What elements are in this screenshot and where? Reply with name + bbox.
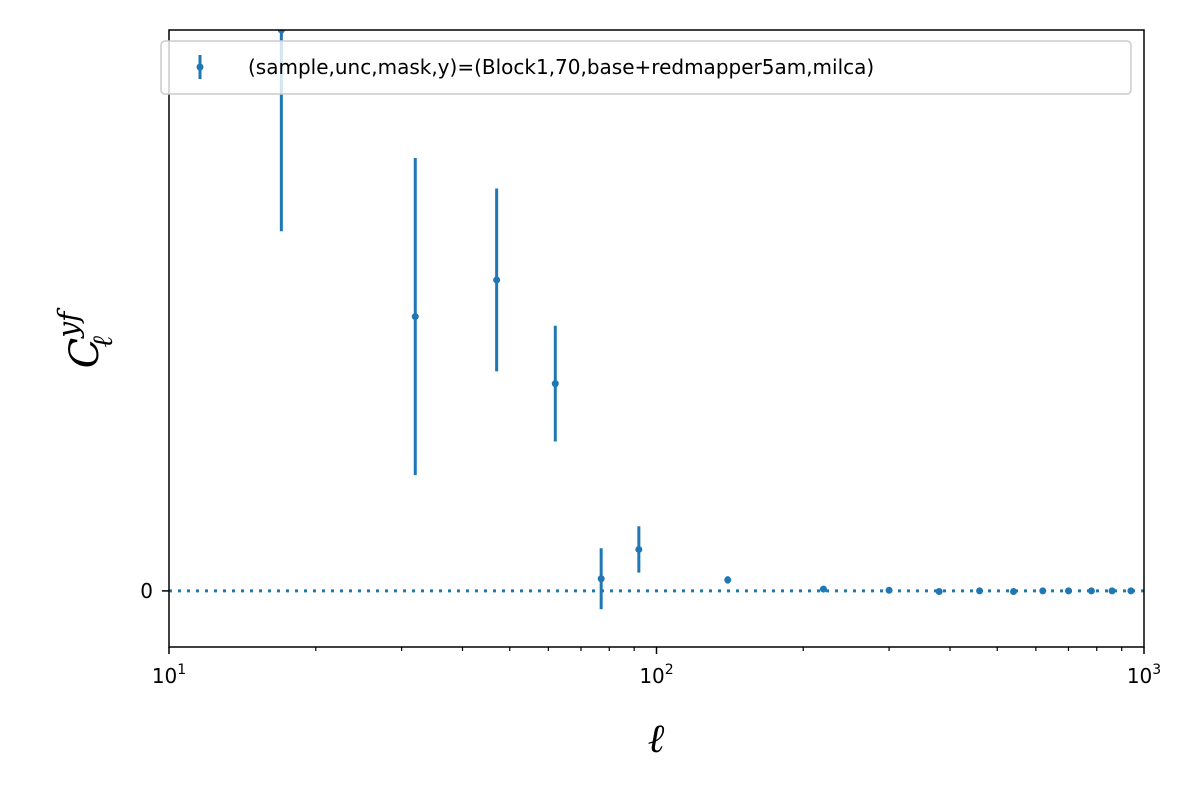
data-point-0-2	[493, 276, 501, 284]
axes-frame	[168, 29, 1145, 648]
x-axis-ticks: 101 102 103	[152, 647, 1161, 688]
y-axis-title-base: C	[62, 338, 108, 369]
data-point-0-3	[551, 380, 559, 388]
x-axis-title: ℓ	[648, 716, 665, 762]
data-point-0-4	[597, 575, 605, 583]
data-point-0-7	[819, 585, 827, 593]
data-point-0-1	[411, 313, 419, 321]
y-axis-ticks: 0	[140, 579, 169, 603]
legend: (sample,unc,mask,y)=(Block1,70,base+redm…	[160, 40, 1132, 95]
svg-text:Cyfℓ: Cyfℓ	[52, 307, 119, 368]
x-tick-label-2: 103	[1127, 662, 1161, 688]
data-point-0-14	[1087, 587, 1095, 595]
y-tick-label-0: 0	[140, 579, 153, 603]
data-point-0-10	[976, 587, 984, 595]
data-point-0-9	[935, 588, 943, 596]
legend-series-label: (sample,unc,mask,y)=(Block1,70,base+redm…	[248, 55, 874, 79]
data-point-0-16	[1127, 587, 1135, 595]
data-point-0-0	[277, 30, 285, 34]
series-layer	[277, 30, 1135, 610]
data-point-0-12	[1039, 587, 1047, 595]
x-tick-label-1: 102	[639, 662, 673, 688]
data-point-0-13	[1064, 587, 1072, 595]
data-point-0-15	[1108, 587, 1116, 595]
data-point-0-11	[1010, 588, 1018, 596]
y-axis-title-subscript: ℓ	[86, 336, 119, 348]
data-point-0-6	[724, 576, 732, 584]
plot-area	[169, 30, 1144, 610]
data-point-0-5	[635, 545, 643, 553]
y-axis-title: Cyfℓ	[52, 307, 119, 368]
data-point-0-8	[885, 586, 893, 594]
y-axis-title-superscript: yf	[52, 307, 85, 340]
x-tick-label-0: 101	[152, 662, 186, 688]
legend-box	[160, 40, 1132, 95]
legend-marker-point	[196, 63, 204, 71]
